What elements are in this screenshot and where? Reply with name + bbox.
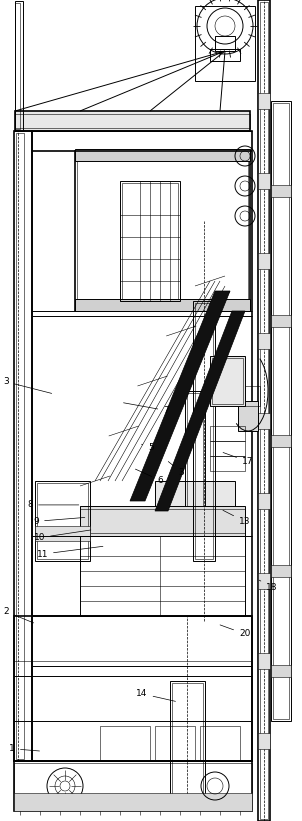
Text: 8: 8 <box>27 501 79 509</box>
Bar <box>80 506 245 536</box>
Bar <box>258 93 270 109</box>
Text: 17: 17 <box>223 452 253 466</box>
Bar <box>238 401 258 431</box>
Bar <box>14 763 252 809</box>
Bar <box>258 733 270 749</box>
Bar <box>155 481 235 521</box>
Bar <box>155 726 195 761</box>
Text: 20: 20 <box>220 625 250 638</box>
Text: 11: 11 <box>37 546 103 558</box>
Bar <box>100 726 150 761</box>
Bar <box>271 101 291 721</box>
Bar <box>258 493 270 509</box>
Bar <box>200 726 240 761</box>
Text: 10: 10 <box>34 530 91 542</box>
Bar <box>75 149 250 161</box>
Bar <box>215 36 235 51</box>
Bar <box>210 356 245 406</box>
Bar <box>185 391 205 511</box>
Bar <box>14 131 32 761</box>
Bar <box>271 565 291 577</box>
Bar <box>258 333 270 349</box>
Bar <box>14 761 252 811</box>
Text: 5: 5 <box>142 443 154 452</box>
Bar <box>195 303 213 559</box>
Bar <box>75 299 250 311</box>
Bar <box>210 426 245 441</box>
Bar <box>195 6 255 81</box>
Bar <box>193 301 215 561</box>
Text: 7: 7 <box>124 403 169 415</box>
Bar <box>35 481 90 561</box>
Bar <box>14 793 252 811</box>
Text: 14: 14 <box>136 690 175 701</box>
Bar <box>120 181 180 301</box>
Bar <box>16 133 24 759</box>
Bar <box>80 509 245 533</box>
Bar <box>258 653 270 669</box>
Bar <box>258 0 270 821</box>
Bar <box>235 386 260 406</box>
Bar <box>122 183 178 299</box>
Bar <box>14 616 252 761</box>
Bar <box>271 665 291 677</box>
Bar <box>37 483 88 559</box>
Bar <box>75 151 250 311</box>
Bar <box>271 315 291 327</box>
Bar <box>210 456 245 471</box>
Bar <box>172 683 203 799</box>
Text: 9: 9 <box>33 517 85 525</box>
Bar <box>35 526 90 541</box>
Bar <box>210 49 240 61</box>
Bar <box>271 435 291 447</box>
Bar <box>212 358 243 404</box>
Text: 3: 3 <box>3 378 52 393</box>
Bar <box>258 413 270 429</box>
Text: 18: 18 <box>259 580 278 591</box>
Bar <box>80 536 245 616</box>
Bar <box>258 253 270 269</box>
Bar <box>15 3 20 129</box>
Text: 2: 2 <box>3 608 34 623</box>
Bar <box>271 185 291 197</box>
Bar <box>210 441 245 456</box>
Bar <box>15 1 23 131</box>
Text: 6: 6 <box>135 469 163 484</box>
Bar <box>15 114 250 128</box>
Text: 1: 1 <box>9 745 40 753</box>
Text: 13: 13 <box>223 511 250 525</box>
Bar <box>273 103 289 719</box>
Polygon shape <box>155 311 245 511</box>
Text: 3: 3 <box>168 461 184 476</box>
Bar <box>32 131 252 761</box>
Bar <box>187 393 203 509</box>
Bar <box>258 573 270 589</box>
Bar <box>260 2 268 819</box>
Bar <box>170 511 220 531</box>
Bar <box>77 153 248 309</box>
Bar <box>15 111 250 131</box>
Polygon shape <box>130 291 230 501</box>
Bar <box>258 173 270 189</box>
Bar <box>170 681 205 801</box>
